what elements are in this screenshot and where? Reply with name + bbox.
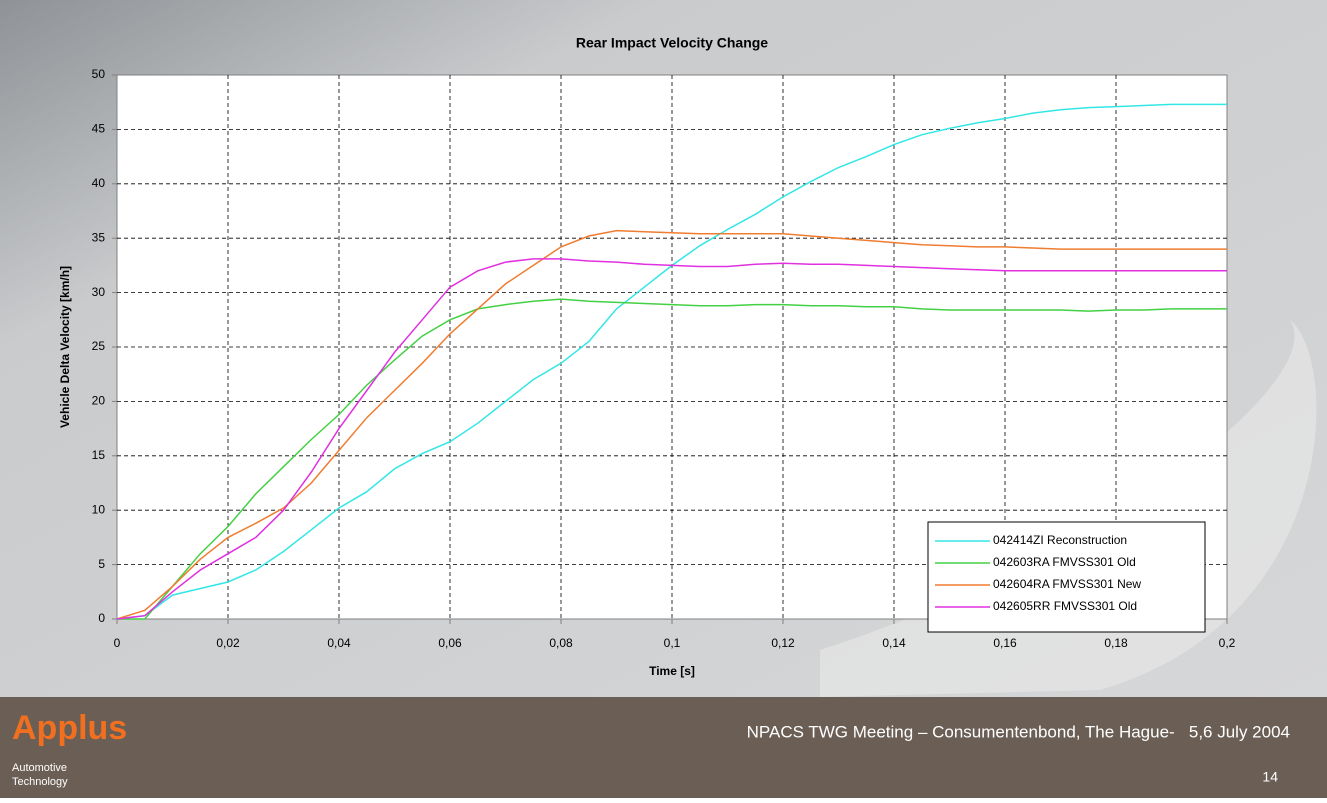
legend-label: 042604RA FMVSS301 New: [993, 577, 1141, 591]
y-tick-label: 10: [92, 502, 106, 516]
x-axis-title: Time [s]: [649, 664, 695, 678]
y-tick-label: 15: [92, 448, 106, 462]
logo: Applus: [12, 709, 127, 747]
legend-label: 042603RA FMVSS301 Old: [993, 555, 1136, 569]
y-tick-label: 35: [92, 230, 106, 244]
y-tick-label: 20: [92, 394, 106, 408]
x-tick-label: 0,14: [882, 636, 906, 650]
chart-title: Rear Impact Velocity Change: [576, 35, 768, 51]
y-tick-label: 45: [92, 122, 106, 136]
y-tick-label: 50: [92, 67, 106, 81]
series-line: [117, 298, 1227, 620]
x-tick-label: 0,04: [327, 636, 351, 650]
x-tick-label: 0,2: [1219, 636, 1236, 650]
x-tick-label: 0,08: [549, 636, 573, 650]
logo-line: Technology: [12, 776, 68, 788]
logo-line: Automotive: [12, 762, 67, 774]
y-tick-label: 25: [92, 339, 106, 353]
x-tick-label: 0,06: [438, 636, 462, 650]
y-tick-label: 0: [98, 611, 105, 625]
y-axis-title: Vehicle Delta Velocity [km/h]: [58, 266, 72, 428]
series-line: [116, 258, 1227, 620]
y-tick-label: 5: [98, 557, 105, 571]
series-line: [116, 229, 1227, 620]
footer-band: [0, 697, 1327, 798]
x-tick-label: 0,02: [216, 636, 240, 650]
x-tick-label: 0,16: [993, 636, 1017, 650]
x-tick-label: 0,12: [771, 636, 795, 650]
x-tick-label: 0: [114, 636, 121, 650]
page-number: 14: [1262, 769, 1278, 785]
legend-label: 042605RR FMVSS301 Old: [993, 599, 1137, 613]
footer-text: NPACS TWG Meeting – Consumentenbond, The…: [747, 722, 1290, 741]
y-tick-label: 30: [92, 285, 106, 299]
y-tick-label: 40: [92, 176, 106, 190]
x-tick-label: 0,1: [664, 636, 681, 650]
x-tick-label: 0,18: [1104, 636, 1128, 650]
legend-label: 042414ZI Reconstruction: [993, 533, 1127, 547]
